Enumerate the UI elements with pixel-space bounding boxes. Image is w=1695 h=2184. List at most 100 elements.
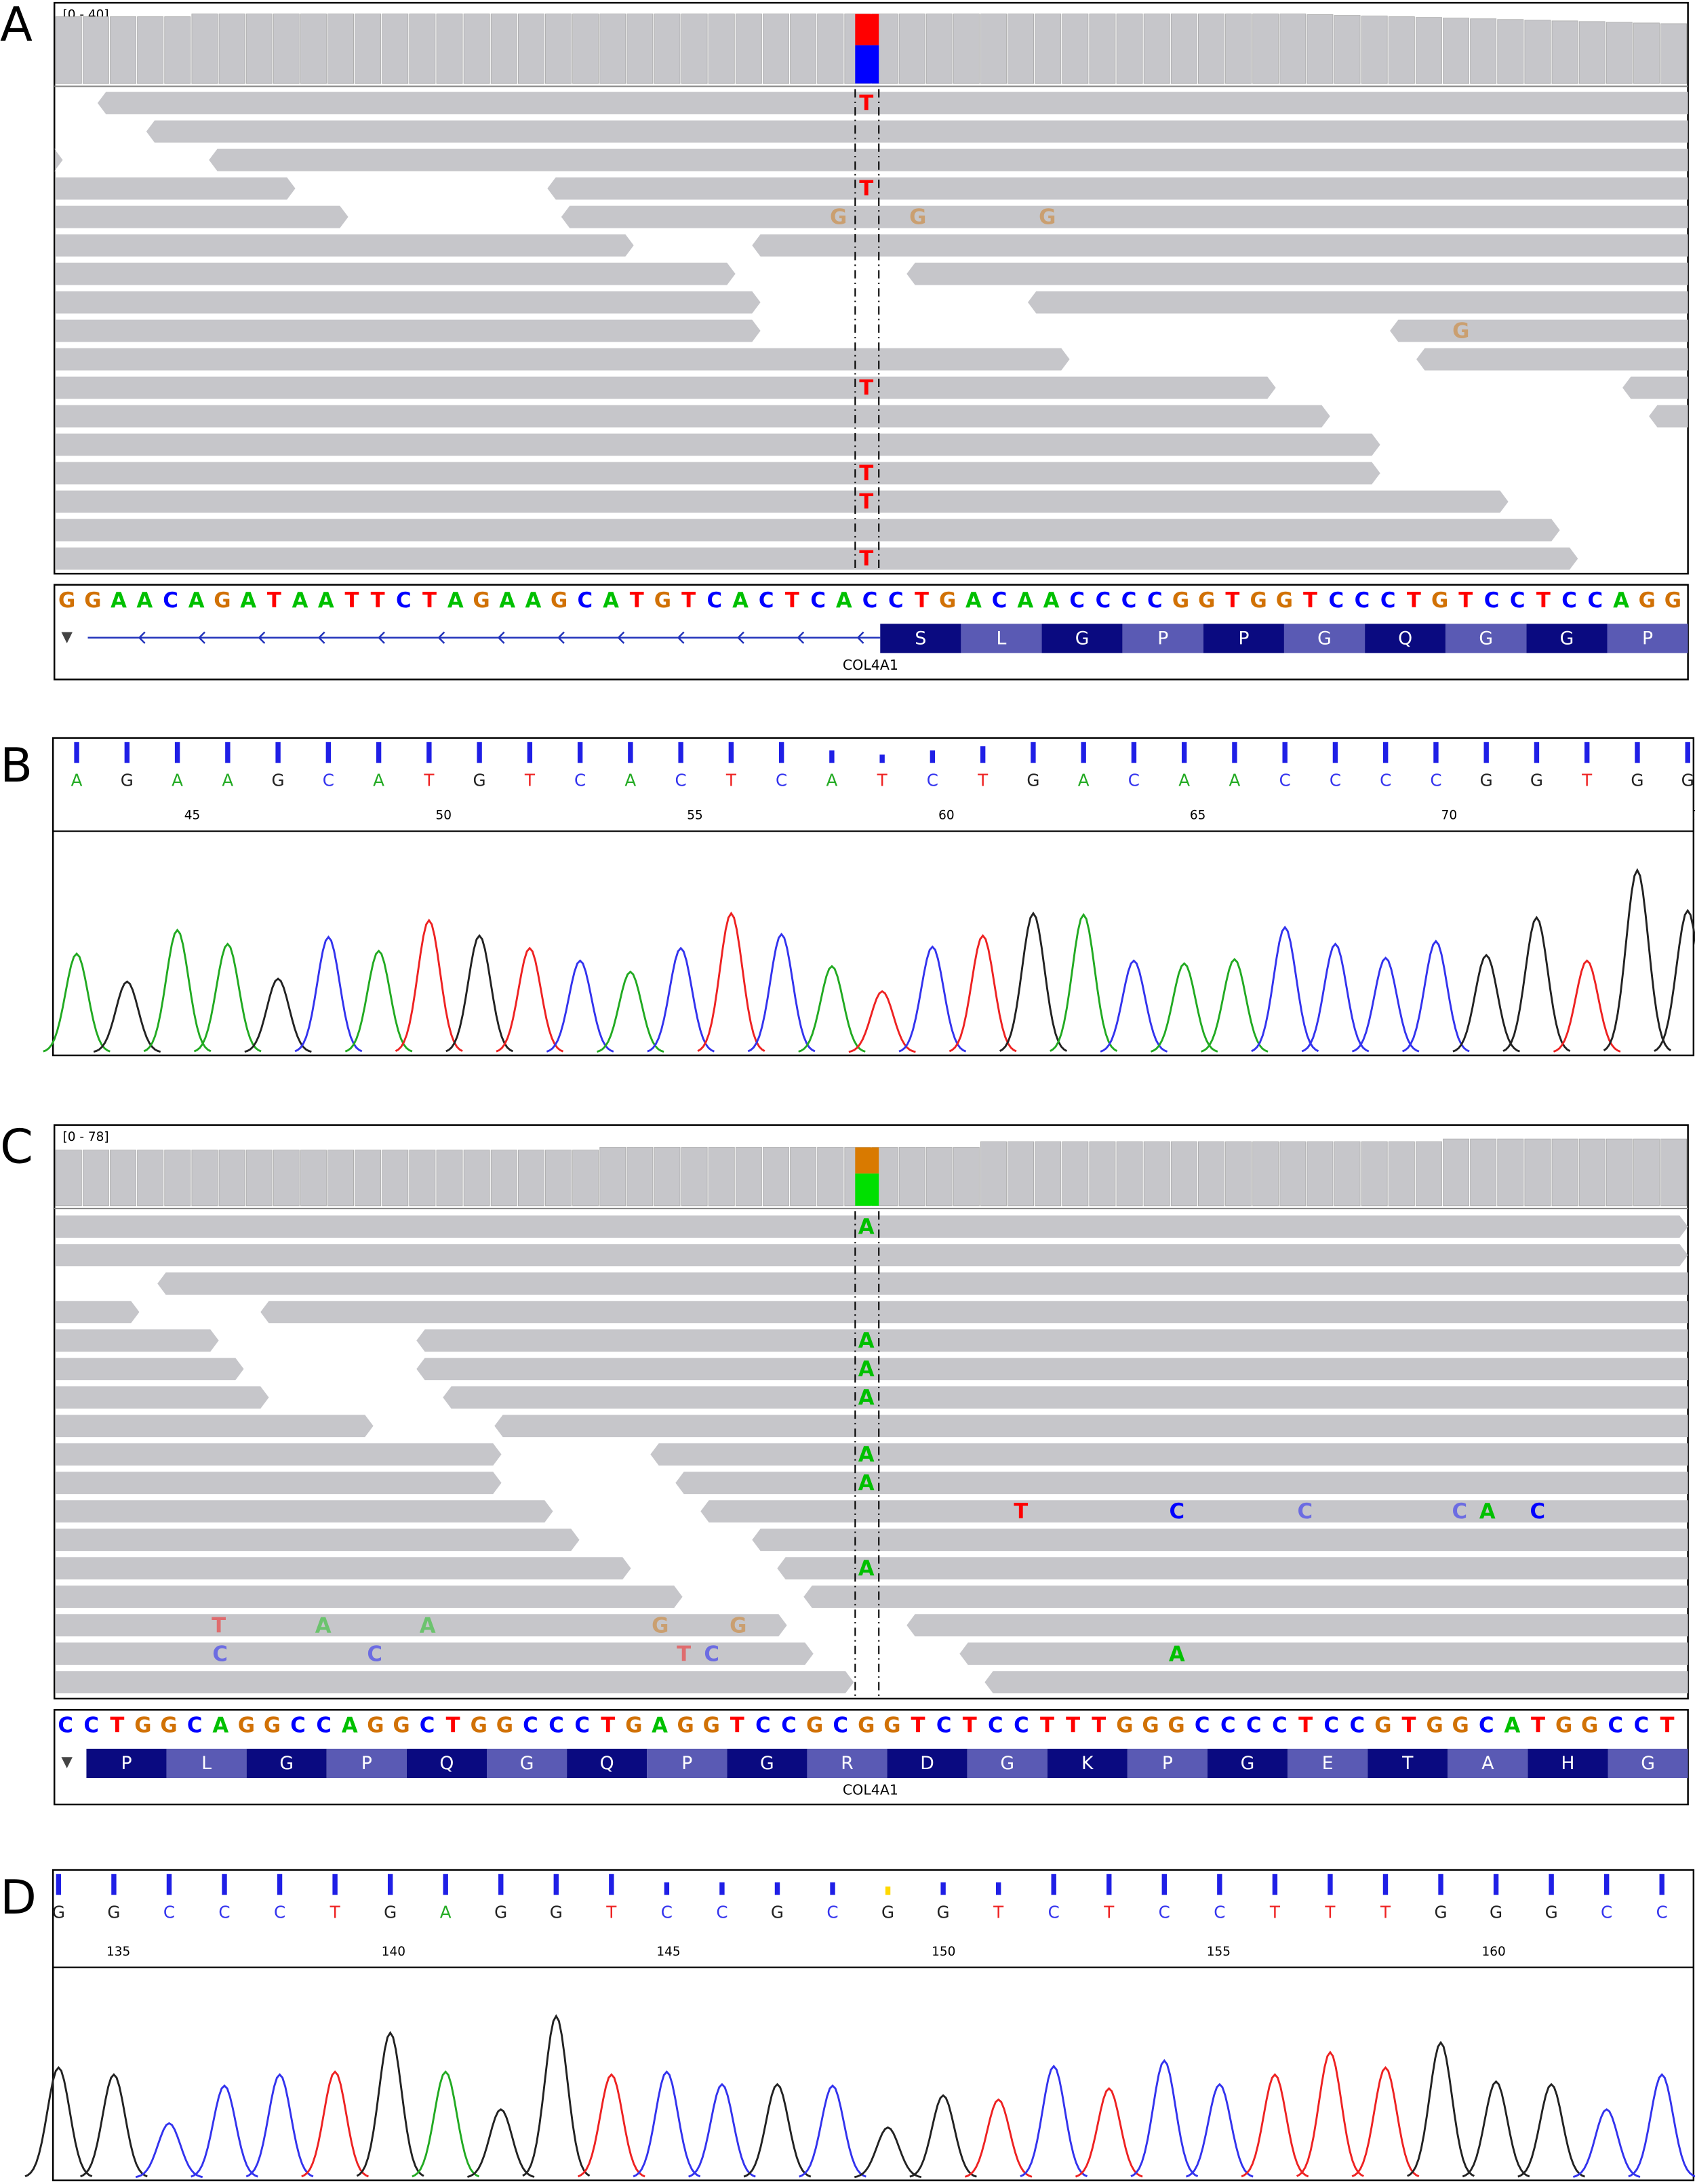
coverage-bar — [1660, 23, 1687, 84]
reference-base: G — [1168, 1714, 1184, 1738]
reference-base: C — [1069, 588, 1085, 613]
trace-peak — [909, 2094, 977, 2178]
amino-acid-box — [1203, 624, 1284, 653]
read — [209, 148, 1688, 171]
base-call: C — [1430, 770, 1441, 790]
trace-peak — [799, 2084, 866, 2178]
trace-peak — [1251, 925, 1319, 1053]
base-tick — [553, 1874, 559, 1895]
reference-base: T — [371, 588, 385, 613]
trace-peak — [191, 2084, 258, 2178]
amino-acid-box — [326, 1748, 407, 1779]
amino-acid-box — [1288, 1748, 1368, 1779]
position-label: 150 — [932, 1945, 955, 1959]
base-tick — [1272, 1874, 1278, 1895]
mismatch-base: T — [859, 92, 873, 116]
coverage-bar — [1470, 18, 1497, 84]
base-call: C — [218, 1902, 230, 1922]
base-call: G — [272, 770, 285, 790]
mismatch-base: C — [1530, 1499, 1545, 1524]
amino-acid-box — [567, 1748, 647, 1779]
reference-base: A — [136, 588, 153, 613]
base-tick — [124, 742, 130, 763]
base-tick — [1106, 1874, 1112, 1895]
amino-acid: T — [1401, 1753, 1414, 1774]
coverage-bar — [681, 1147, 708, 1207]
reference-base: G — [858, 1714, 875, 1738]
reference-base: G — [654, 588, 671, 613]
reference-base: C — [833, 1714, 848, 1738]
mismatch-base: C — [1169, 1499, 1184, 1524]
read — [56, 433, 1380, 456]
base-tick — [1433, 742, 1439, 763]
read — [547, 177, 1688, 200]
read — [56, 319, 761, 342]
reference-base: A — [499, 588, 515, 613]
reference-base: G — [1555, 1714, 1572, 1738]
amino-acid-box — [86, 1748, 167, 1779]
read — [56, 1329, 219, 1352]
base-call: T — [330, 1902, 341, 1922]
base-tick — [166, 1874, 172, 1895]
read — [752, 1529, 1688, 1552]
coverage-bar — [137, 16, 164, 84]
reference-base: C — [992, 588, 1008, 613]
trace-peak — [697, 911, 765, 1052]
base-tick — [1161, 1874, 1167, 1895]
base-call: A — [1178, 770, 1190, 790]
trace-peak — [193, 942, 262, 1053]
base-tick — [995, 1882, 1001, 1895]
coverage-bar — [1198, 14, 1224, 84]
trace-peak — [1100, 959, 1168, 1053]
reference-base: C — [1096, 588, 1111, 613]
reference-base: G — [367, 1714, 384, 1738]
reference-base: G — [1639, 588, 1656, 613]
coverage-bar — [1252, 1141, 1279, 1207]
base-call: C — [1656, 1902, 1668, 1922]
amino-acid: P — [1157, 628, 1168, 649]
reference-base: T — [785, 588, 799, 613]
reference-base: G — [1431, 588, 1448, 613]
coverage-bar — [55, 16, 82, 84]
coverage-bar — [1578, 1138, 1606, 1207]
coverage-bar — [654, 1147, 681, 1207]
read — [1622, 376, 1688, 399]
base-call: C — [323, 770, 334, 790]
base-call: C — [826, 1902, 838, 1922]
coverage-bar — [517, 14, 544, 84]
reference-base: G — [238, 1714, 255, 1738]
trace-peak — [1572, 2108, 1641, 2178]
base-tick — [678, 742, 683, 763]
trace-peak — [999, 911, 1068, 1052]
reference-base: G — [625, 1714, 642, 1738]
base-tick — [74, 742, 79, 763]
reference-base: T — [1401, 1714, 1416, 1738]
coverage-bar — [1035, 14, 1062, 84]
trace-peak — [747, 932, 816, 1053]
read — [56, 1244, 1688, 1267]
base-call: G — [1434, 1902, 1447, 1922]
coverage-bar — [55, 1150, 82, 1207]
amino-acid: P — [361, 1753, 372, 1774]
coverage-bar — [436, 14, 463, 84]
reference-base: C — [1323, 1714, 1339, 1738]
trace-peak — [1296, 2050, 1364, 2177]
coverage-bar — [1035, 1141, 1062, 1207]
amino-acid-box — [807, 1748, 888, 1779]
reference-base: C — [988, 1714, 1003, 1738]
coverage-bar — [191, 1150, 218, 1207]
trace-peak — [546, 959, 614, 1053]
intron-arrow — [737, 631, 744, 644]
amino-acid-box — [1526, 624, 1608, 653]
read — [1649, 405, 1688, 428]
base-call: C — [1279, 770, 1291, 790]
amino-acid-box — [486, 1748, 567, 1779]
reference-base: A — [240, 588, 256, 613]
intron-arrow — [317, 631, 325, 644]
read — [56, 205, 348, 228]
read — [56, 1215, 1688, 1238]
coverage-bar — [218, 1150, 245, 1207]
reference-base: G — [1142, 1714, 1159, 1738]
position-label: 55 — [687, 809, 703, 823]
read — [56, 1500, 553, 1523]
